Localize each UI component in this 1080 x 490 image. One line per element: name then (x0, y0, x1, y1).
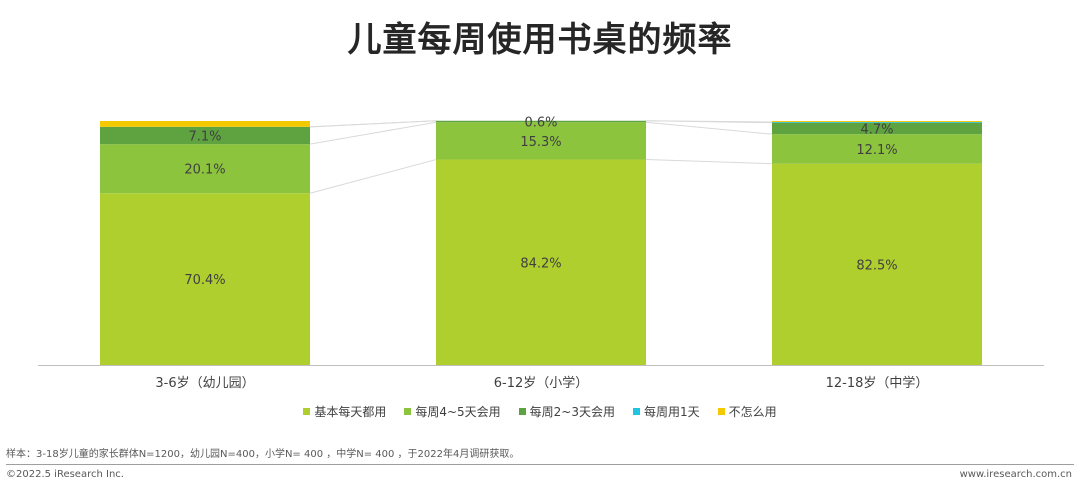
bar-segment (100, 126, 310, 145)
bar-segment (100, 121, 310, 127)
legend-item: 每周2~3天会用 (518, 403, 615, 420)
legend-label: 每周用1天 (644, 405, 700, 419)
bar-segment (772, 121, 982, 122)
bar-segment (436, 159, 646, 365)
category-label: 12-18岁（中学） (826, 375, 929, 391)
connector-line (309, 120, 437, 128)
legend-swatch (303, 408, 311, 415)
legend-item: 每周用1天 (633, 403, 700, 420)
legend-swatch (404, 408, 412, 415)
data-label: 84.2% (520, 256, 561, 271)
legend-item: 每周4~5天会用 (404, 403, 501, 420)
connector-line (309, 159, 437, 194)
data-label: 12.1% (856, 143, 897, 158)
data-label: 7.1% (188, 130, 221, 145)
bar-segment (772, 122, 982, 135)
data-label: 0.6% (524, 115, 557, 130)
bar-segment (100, 144, 310, 194)
bar-segment (772, 121, 982, 123)
sample-note: 样本：3-18岁儿童的家长群体N=1200，幼儿园N=400，小学N= 400 … (6, 449, 520, 460)
connector-line (309, 121, 437, 145)
copyright-text: ©2022.5 iResearch Inc. (6, 469, 124, 480)
data-label: 15.3% (520, 135, 561, 150)
legend-swatch (633, 408, 640, 415)
stacked-bar-chart: 70.4% 20.1% 7.1% 3-6岁（幼儿园） 84.2% 15.3% 0.6% 6-1… (38, 115, 1044, 391)
website-text: www.iresearch.com.cn (959, 469, 1072, 480)
legend-item: 不怎么用 (717, 403, 777, 420)
category-label: 6-12岁（小学） (494, 375, 589, 391)
bar-segment (100, 193, 310, 365)
data-label: 82.5% (856, 258, 897, 273)
bar-segment (772, 163, 982, 365)
connector-line (645, 120, 773, 123)
legend-swatch (717, 408, 725, 415)
bar-segment (772, 134, 982, 164)
legend-label: 不怎么用 (728, 405, 777, 419)
data-label: 4.7% (860, 122, 893, 137)
data-label: 20.1% (184, 163, 225, 178)
legend-label: 基本每天都用 (314, 405, 387, 419)
footer-divider (6, 464, 1074, 465)
bar-segment (436, 122, 646, 160)
legend-swatch (518, 408, 526, 415)
connector-line (645, 159, 773, 165)
chart-legend: 基本每天都用 每周4~5天会用 每周2~3天会用 每周用1天 不怎么用 (0, 403, 1080, 420)
data-label: 70.4% (184, 273, 225, 288)
connector-line (645, 121, 773, 135)
page-title: 儿童每周使用书桌的频率 (347, 20, 733, 60)
legend-label: 每周2~3天会用 (529, 405, 615, 419)
legend-label: 每周4~5天会用 (415, 405, 501, 419)
legend-item: 基本每天都用 (303, 403, 386, 420)
bar-segment (436, 120, 646, 123)
category-label: 3-6岁（幼儿园） (155, 376, 254, 391)
